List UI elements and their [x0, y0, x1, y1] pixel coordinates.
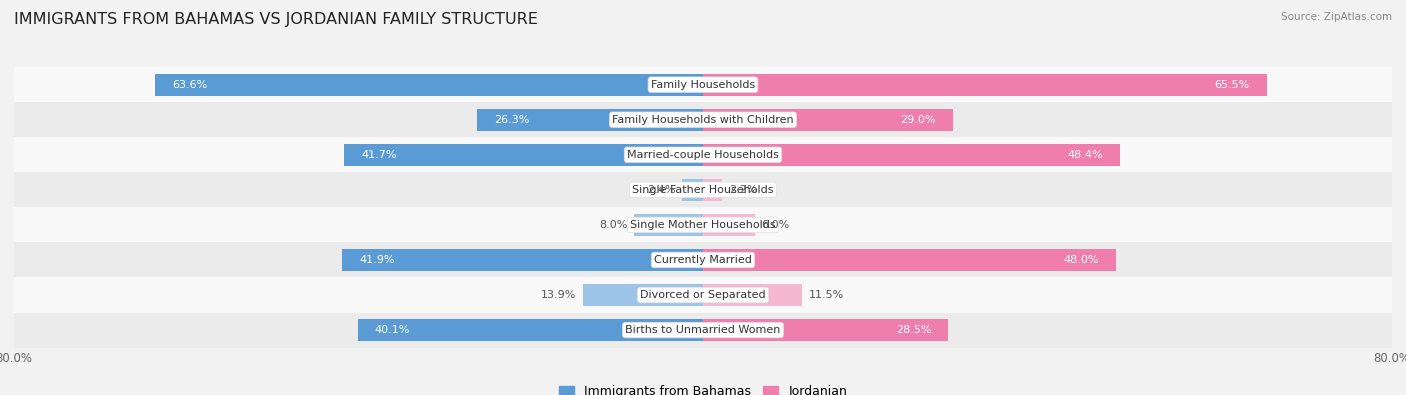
Bar	[14, 243, 1392, 277]
Bar	[703, 144, 1119, 166]
Text: 28.5%: 28.5%	[896, 325, 931, 335]
Bar	[155, 74, 703, 96]
Text: 26.3%: 26.3%	[494, 115, 529, 125]
Text: 65.5%: 65.5%	[1215, 80, 1250, 90]
Bar	[703, 109, 953, 131]
Bar	[14, 137, 1392, 172]
Text: Divorced or Separated: Divorced or Separated	[640, 290, 766, 300]
Text: IMMIGRANTS FROM BAHAMAS VS JORDANIAN FAMILY STRUCTURE: IMMIGRANTS FROM BAHAMAS VS JORDANIAN FAM…	[14, 12, 538, 27]
Text: 29.0%: 29.0%	[900, 115, 935, 125]
Bar	[14, 172, 1392, 207]
Bar	[703, 284, 801, 306]
Bar	[703, 74, 1267, 96]
Bar	[703, 179, 721, 201]
Text: Single Mother Households: Single Mother Households	[630, 220, 776, 230]
Bar	[583, 284, 703, 306]
Text: Single Father Households: Single Father Households	[633, 185, 773, 195]
Bar	[14, 67, 1392, 102]
Text: 2.2%: 2.2%	[728, 185, 758, 195]
Text: 41.7%: 41.7%	[361, 150, 396, 160]
Bar	[703, 249, 1116, 271]
Bar	[703, 319, 949, 341]
Text: 8.0%: 8.0%	[599, 220, 627, 230]
Bar	[344, 144, 703, 166]
Bar	[703, 214, 755, 236]
Text: 6.0%: 6.0%	[762, 220, 790, 230]
Text: 13.9%: 13.9%	[541, 290, 576, 300]
Bar	[14, 102, 1392, 137]
Text: 2.4%: 2.4%	[647, 185, 675, 195]
Bar	[634, 214, 703, 236]
Bar	[342, 249, 703, 271]
Text: 11.5%: 11.5%	[808, 290, 844, 300]
Text: Births to Unmarried Women: Births to Unmarried Women	[626, 325, 780, 335]
Text: 63.6%: 63.6%	[173, 80, 208, 90]
Bar	[477, 109, 703, 131]
Text: Married-couple Households: Married-couple Households	[627, 150, 779, 160]
Bar	[14, 207, 1392, 243]
Bar	[14, 277, 1392, 312]
Text: Source: ZipAtlas.com: Source: ZipAtlas.com	[1281, 12, 1392, 22]
Text: 48.0%: 48.0%	[1064, 255, 1099, 265]
Bar	[14, 312, 1392, 348]
Text: 40.1%: 40.1%	[375, 325, 411, 335]
Text: Family Households: Family Households	[651, 80, 755, 90]
Bar	[357, 319, 703, 341]
Text: Family Households with Children: Family Households with Children	[612, 115, 794, 125]
Legend: Immigrants from Bahamas, Jordanian: Immigrants from Bahamas, Jordanian	[554, 380, 852, 395]
Text: 48.4%: 48.4%	[1067, 150, 1102, 160]
Bar	[682, 179, 703, 201]
Text: 41.9%: 41.9%	[360, 255, 395, 265]
Text: Currently Married: Currently Married	[654, 255, 752, 265]
